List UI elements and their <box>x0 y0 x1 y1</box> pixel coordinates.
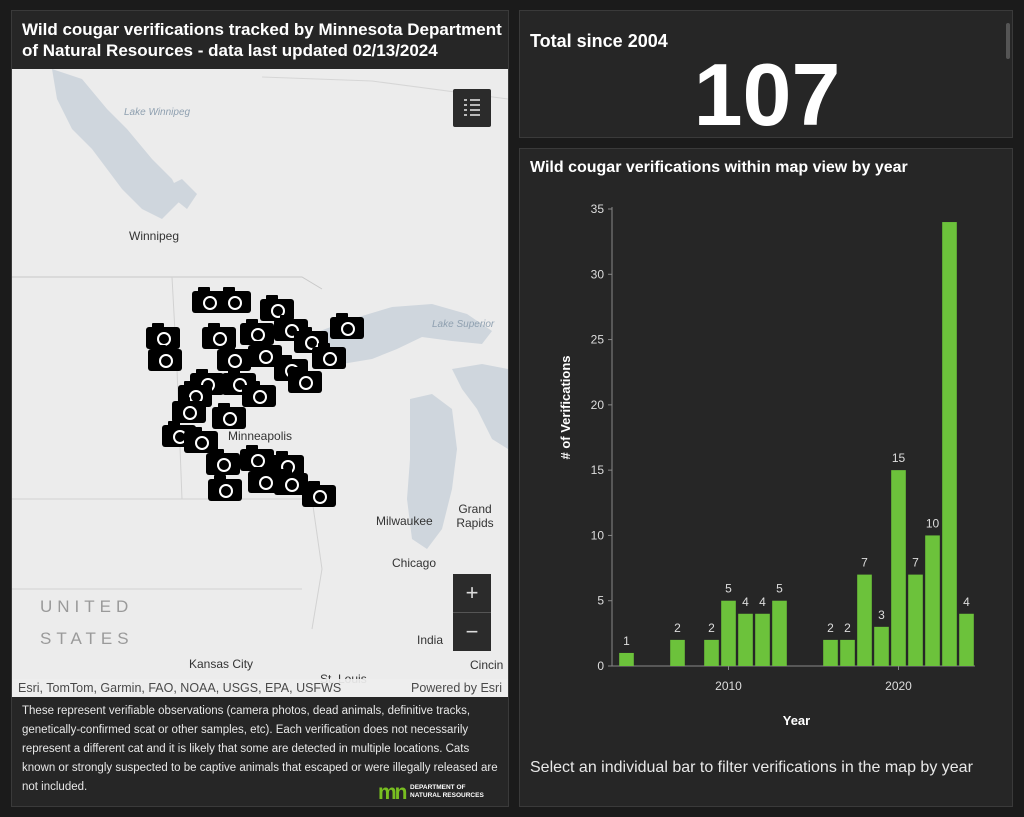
map-label-cincinnati: Cincin <box>470 658 504 672</box>
x-tick-label: 2010 <box>715 679 742 693</box>
camera-icon[interactable] <box>248 341 282 367</box>
map-label-milwaukee: Milwaukee <box>376 514 433 528</box>
total-label: Total since 2004 <box>530 31 668 51</box>
camera-icon[interactable] <box>212 403 246 429</box>
camera-icon[interactable] <box>302 481 336 507</box>
chart-bar[interactable] <box>772 600 787 666</box>
x-tick-label: 2020 <box>885 679 912 693</box>
chart-bar[interactable] <box>823 639 838 666</box>
chart-bar[interactable] <box>670 639 685 666</box>
bar-value-label: 2 <box>844 621 851 635</box>
camera-icon[interactable] <box>202 323 236 349</box>
camera-icon[interactable] <box>208 475 242 501</box>
y-tick-label: 5 <box>597 594 604 608</box>
map-attribution: Esri, TomTom, Garmin, FAO, NOAA, USGS, E… <box>12 679 508 697</box>
chart-bar[interactable] <box>840 639 855 666</box>
camera-icon[interactable] <box>274 469 308 495</box>
bar-value-label: 5 <box>725 582 732 596</box>
bar-value-label: 7 <box>912 556 919 570</box>
layer-list-icon <box>464 99 480 116</box>
camera-icon[interactable] <box>242 381 276 407</box>
camera-icon[interactable] <box>248 467 282 493</box>
map-label-grand-rapids: Grand Rapids <box>456 502 494 530</box>
bar-value-label: 1 <box>623 634 630 648</box>
map-label-united: UNITED <box>40 597 134 616</box>
powered-by-esri-link[interactable]: Powered by Esri <box>410 681 502 695</box>
chart-title: Wild cougar verifications within map vie… <box>530 159 908 176</box>
y-tick-label: 0 <box>597 659 604 673</box>
attribution-text: Esri, TomTom, Garmin, FAO, NOAA, USGS, E… <box>18 681 342 695</box>
chart-panel: Wild cougar verifications within map vie… <box>519 148 1013 807</box>
bar-value-label: 2 <box>708 621 715 635</box>
map-label-indianapolis: India <box>417 633 444 647</box>
bar-value-label: 2 <box>674 621 681 635</box>
zoom-out-button[interactable]: − <box>465 619 479 644</box>
chart-bar[interactable] <box>755 613 770 666</box>
bar-value-label: 5 <box>776 582 783 596</box>
total-value: 107 <box>693 45 841 144</box>
dnr-logo-text: DEPARTMENT OF NATURAL RESOURCES <box>410 784 484 799</box>
y-tick-label: 35 <box>591 202 605 216</box>
bar-value-label: 7 <box>861 556 868 570</box>
map-label-minneapolis: Minneapolis <box>228 429 293 443</box>
camera-icon[interactable] <box>146 323 180 349</box>
dnr-logo: mn DEPARTMENT OF NATURAL RESOURCES <box>378 781 502 804</box>
chart-bar[interactable] <box>925 535 940 666</box>
layer-list-button[interactable] <box>453 89 491 127</box>
camera-icon[interactable] <box>206 449 240 475</box>
camera-icon[interactable] <box>288 367 322 393</box>
chart-bar[interactable] <box>721 600 736 666</box>
chart-hint: Select an individual bar to filter verif… <box>530 759 973 776</box>
chart-bar[interactable] <box>908 574 923 666</box>
y-tick-label: 15 <box>591 463 605 477</box>
camera-icon[interactable] <box>217 287 251 313</box>
bar-value-label: 4 <box>742 595 749 609</box>
total-panel: Total since 2004 107 <box>519 10 1013 144</box>
bar-value-label: 2 <box>827 621 834 635</box>
x-axis-title: Year <box>783 713 810 728</box>
chart-bar[interactable] <box>891 470 906 666</box>
zoom-divider <box>453 612 491 613</box>
map-title: Wild cougar verifications tracked by Min… <box>22 20 502 60</box>
chart-bar[interactable] <box>857 574 872 666</box>
y-tick-label: 20 <box>591 398 605 412</box>
map-panel: Wild cougar verifications tracked by Min… <box>11 10 509 807</box>
chart-bar[interactable] <box>874 626 889 666</box>
camera-icon[interactable] <box>172 397 206 423</box>
chart-bar[interactable] <box>704 639 719 666</box>
bar-value-label: 4 <box>963 595 970 609</box>
chart-bar[interactable] <box>959 613 974 666</box>
bar-value-label: 4 <box>759 595 766 609</box>
chart-bar[interactable] <box>738 613 753 666</box>
zoom-in-button[interactable]: + <box>465 580 479 605</box>
y-axis-title: # of Verifications <box>558 355 573 459</box>
map-label-states: STATES <box>40 629 134 648</box>
y-tick-label: 30 <box>591 267 605 281</box>
camera-icon[interactable] <box>330 313 364 339</box>
camera-icon[interactable] <box>148 345 182 371</box>
bar-value-label: 10 <box>926 516 940 530</box>
map-view[interactable]: Lake Winnipeg Winnipeg Lake Superior Min… <box>12 69 508 697</box>
map-label-lake-superior: Lake Superior <box>432 319 495 330</box>
map-label-kansas-city: Kansas City <box>189 657 254 671</box>
zoom-control: + − <box>453 574 491 651</box>
map-label-lake-winnipeg: Lake Winnipeg <box>124 107 191 118</box>
map-label-chicago: Chicago <box>392 556 437 570</box>
camera-icon[interactable] <box>312 343 346 369</box>
bar-value-label: 3 <box>878 608 885 622</box>
camera-icon[interactable] <box>217 345 251 371</box>
chart-bar[interactable] <box>942 222 957 667</box>
bar-value-label: 15 <box>892 451 906 465</box>
map-footnote: These represent verifiable observations … <box>22 705 498 793</box>
chart-bar[interactable] <box>619 652 634 666</box>
y-tick-label: 25 <box>591 333 605 347</box>
camera-icon[interactable] <box>184 427 218 453</box>
dnr-logo-mark: mn <box>378 781 407 804</box>
scrollbar-thumb[interactable] <box>1006 23 1010 59</box>
map-label-winnipeg: Winnipeg <box>129 229 180 243</box>
y-tick-label: 10 <box>591 528 605 542</box>
